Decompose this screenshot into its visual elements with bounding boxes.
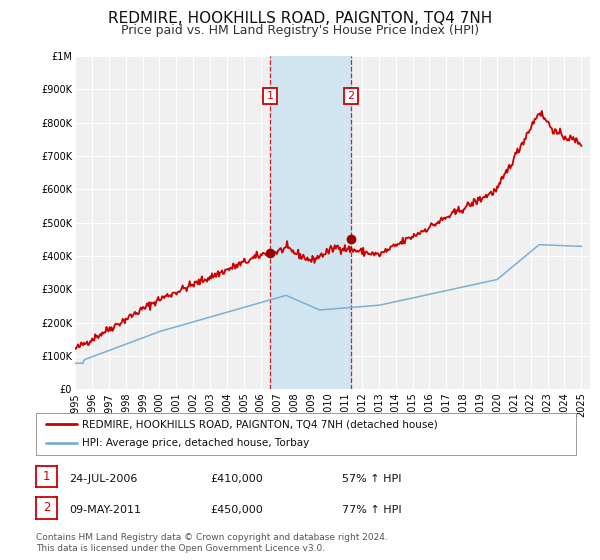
- Text: 1: 1: [266, 91, 274, 101]
- Text: Contains HM Land Registry data © Crown copyright and database right 2024.
This d: Contains HM Land Registry data © Crown c…: [36, 533, 388, 553]
- Text: REDMIRE, HOOKHILLS ROAD, PAIGNTON, TQ4 7NH (detached house): REDMIRE, HOOKHILLS ROAD, PAIGNTON, TQ4 7…: [82, 419, 437, 429]
- Text: £450,000: £450,000: [210, 505, 263, 515]
- Text: 09-MAY-2011: 09-MAY-2011: [69, 505, 141, 515]
- Text: £410,000: £410,000: [210, 474, 263, 484]
- Text: HPI: Average price, detached house, Torbay: HPI: Average price, detached house, Torb…: [82, 438, 309, 449]
- Text: 24-JUL-2006: 24-JUL-2006: [69, 474, 137, 484]
- Text: Price paid vs. HM Land Registry's House Price Index (HPI): Price paid vs. HM Land Registry's House …: [121, 24, 479, 36]
- Text: 57% ↑ HPI: 57% ↑ HPI: [342, 474, 401, 484]
- Text: 77% ↑ HPI: 77% ↑ HPI: [342, 505, 401, 515]
- Text: 1: 1: [43, 470, 50, 483]
- Text: 2: 2: [43, 501, 50, 514]
- Text: REDMIRE, HOOKHILLS ROAD, PAIGNTON, TQ4 7NH: REDMIRE, HOOKHILLS ROAD, PAIGNTON, TQ4 7…: [108, 11, 492, 26]
- Bar: [270, 56, 351, 389]
- Text: 2: 2: [347, 91, 355, 101]
